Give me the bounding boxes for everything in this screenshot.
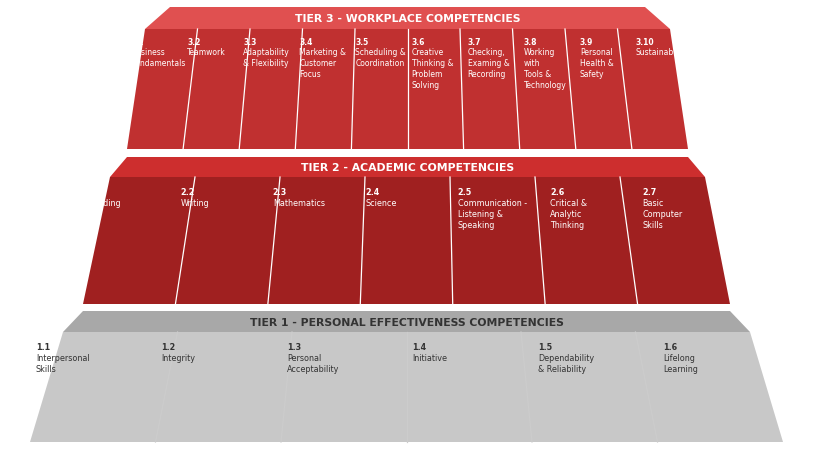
Text: 1.1: 1.1: [36, 342, 51, 351]
Text: Scheduling &
Coordination: Scheduling & Coordination: [355, 48, 406, 68]
Text: 3.3: 3.3: [243, 38, 257, 47]
Text: 3.1: 3.1: [131, 38, 144, 47]
Text: Science: Science: [365, 198, 397, 207]
Text: 3.4: 3.4: [299, 38, 313, 47]
Text: 1.2: 1.2: [161, 342, 176, 351]
Text: Mathematics: Mathematics: [273, 198, 325, 207]
Text: Dependability
& Reliability: Dependability & Reliability: [538, 353, 594, 373]
Text: Communication -
Listening &
Speaking: Communication - Listening & Speaking: [458, 198, 526, 230]
Text: 3.10: 3.10: [636, 38, 654, 47]
Text: 1.6: 1.6: [663, 342, 677, 351]
Text: TIER 1 - PERSONAL EFFECTIVENESS COMPETENCIES: TIER 1 - PERSONAL EFFECTIVENESS COMPETEN…: [249, 317, 563, 327]
Text: Checking,
Examing &
Recording: Checking, Examing & Recording: [468, 48, 509, 79]
Text: Initiative: Initiative: [412, 353, 447, 362]
Text: TIER 3 - WORKPLACE COMPETENCIES: TIER 3 - WORKPLACE COMPETENCIES: [295, 14, 520, 24]
Text: 3.7: 3.7: [468, 38, 481, 47]
Text: Personal
Health &
Safety: Personal Health & Safety: [579, 48, 614, 79]
Text: 2.7: 2.7: [642, 188, 657, 197]
Text: Writing: Writing: [180, 198, 209, 207]
Polygon shape: [63, 311, 750, 332]
Polygon shape: [83, 178, 730, 304]
Text: Reading: Reading: [88, 198, 121, 207]
Text: TIER 2 - ACADEMIC COMPETENCIES: TIER 2 - ACADEMIC COMPETENCIES: [301, 163, 514, 173]
Text: Marketing &
Customer
Focus: Marketing & Customer Focus: [299, 48, 346, 79]
Text: 3.6: 3.6: [412, 38, 425, 47]
Text: 2.5: 2.5: [458, 188, 472, 197]
Text: Business
Fundamentals: Business Fundamentals: [131, 48, 185, 68]
Text: 3.8: 3.8: [524, 38, 537, 47]
Text: Lifelong
Learning: Lifelong Learning: [663, 353, 698, 373]
Text: 2.1: 2.1: [88, 188, 102, 197]
Text: 3.5: 3.5: [355, 38, 368, 47]
Text: 1.3: 1.3: [287, 342, 301, 351]
Polygon shape: [145, 8, 670, 30]
Text: Personal
Acceptability: Personal Acceptability: [287, 353, 339, 373]
Polygon shape: [30, 332, 783, 442]
Text: Sustainability: Sustainability: [636, 48, 689, 57]
Text: Critical &
Analytic
Thinking: Critical & Analytic Thinking: [550, 198, 588, 230]
Text: Working
with
Tools &
Technology: Working with Tools & Technology: [524, 48, 566, 90]
Text: Interpersonal
Skills: Interpersonal Skills: [36, 353, 90, 373]
Text: 2.4: 2.4: [365, 188, 380, 197]
Text: 3.9: 3.9: [579, 38, 593, 47]
Polygon shape: [127, 30, 688, 150]
Text: Adaptability
& Flexibility: Adaptability & Flexibility: [243, 48, 290, 68]
Text: Creative
Thinking &
Problem
Solving: Creative Thinking & Problem Solving: [412, 48, 453, 90]
Text: Integrity: Integrity: [161, 353, 196, 362]
Text: 2.6: 2.6: [550, 188, 565, 197]
Text: 1.5: 1.5: [538, 342, 552, 351]
Text: 2.3: 2.3: [273, 188, 287, 197]
Text: Basic
Computer
Skills: Basic Computer Skills: [642, 198, 683, 230]
Text: 2.2: 2.2: [180, 188, 195, 197]
Polygon shape: [110, 158, 705, 178]
Text: Teamwork: Teamwork: [187, 48, 226, 57]
Text: 1.4: 1.4: [412, 342, 426, 351]
Text: 3.2: 3.2: [187, 38, 200, 47]
